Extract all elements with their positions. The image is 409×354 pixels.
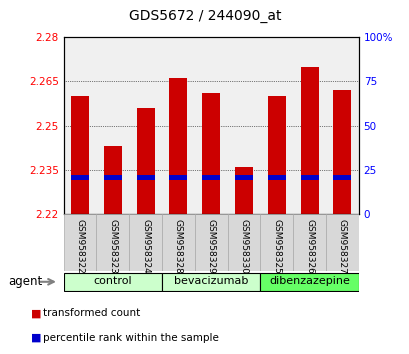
Text: transformed count: transformed count (43, 308, 140, 318)
Bar (333, 175, 351, 180)
Bar (202, 175, 220, 180)
Text: GSM958322: GSM958322 (75, 219, 84, 273)
Text: GDS5672 / 244090_at: GDS5672 / 244090_at (128, 9, 281, 23)
Text: GSM958328: GSM958328 (173, 219, 182, 274)
Bar (129, 214, 162, 271)
Text: GSM958327: GSM958327 (337, 219, 346, 274)
Bar (162, 273, 260, 291)
Bar (227, 214, 260, 271)
Text: GSM958325: GSM958325 (272, 219, 281, 274)
Bar (300, 67, 318, 214)
Bar (267, 96, 285, 214)
Text: ■: ■ (31, 333, 41, 343)
Bar (267, 175, 285, 180)
Bar (234, 167, 252, 214)
Bar (63, 273, 162, 291)
Bar (260, 273, 358, 291)
Text: ■: ■ (31, 308, 41, 318)
Bar (194, 214, 227, 271)
Bar (333, 90, 351, 214)
Text: GSM958326: GSM958326 (304, 219, 313, 274)
Bar (234, 175, 252, 180)
Text: GSM958324: GSM958324 (141, 219, 150, 273)
Bar (162, 214, 194, 271)
Bar (169, 175, 187, 180)
Text: bevacizumab: bevacizumab (173, 276, 248, 286)
Bar (300, 175, 318, 180)
Bar (96, 214, 129, 271)
Bar (202, 93, 220, 214)
Bar (136, 108, 154, 214)
Text: GSM958330: GSM958330 (239, 219, 248, 274)
Bar (63, 214, 96, 271)
Bar (325, 214, 358, 271)
Text: GSM958323: GSM958323 (108, 219, 117, 274)
Bar (103, 146, 121, 214)
Bar (260, 214, 292, 271)
Bar (71, 96, 89, 214)
Bar (103, 175, 121, 180)
Bar (71, 175, 89, 180)
Text: GSM958329: GSM958329 (206, 219, 215, 274)
Text: control: control (93, 276, 132, 286)
Bar (169, 79, 187, 214)
Text: agent: agent (8, 275, 43, 288)
Bar (292, 214, 325, 271)
Bar (136, 175, 154, 180)
Text: dibenzazepine: dibenzazepine (268, 276, 349, 286)
Text: percentile rank within the sample: percentile rank within the sample (43, 333, 218, 343)
